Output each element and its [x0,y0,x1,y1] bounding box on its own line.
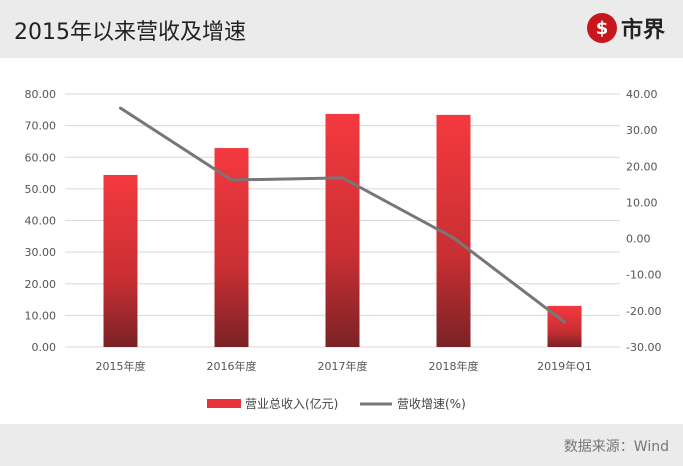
right-tick-label: -30.00 [626,341,661,354]
left-tick-label: 60.00 [25,151,57,164]
right-tick-label: 10.00 [626,196,658,209]
right-tick-label: 0.00 [626,233,651,246]
right-tick-label: -10.00 [626,269,661,282]
line-point [341,176,344,180]
right-tick-label: 30.00 [626,124,658,137]
left-tick-label: 50.00 [25,183,57,196]
left-tick-label: 30.00 [25,246,57,259]
line-point [563,320,566,324]
x-tick-label: 2015年度 [96,359,146,373]
right-tick-label: 20.00 [626,160,658,173]
right-tick-label: 40.00 [626,88,658,101]
logo: $ 市界 [586,12,665,44]
page-title: 2015年以来营收及增速 [14,20,246,45]
line-point [230,178,233,182]
right-tick-label: -20.00 [626,305,661,318]
x-tick-label: 2016年度 [207,359,257,373]
bar [325,113,360,347]
source-note: 数据来源：Wind [563,439,669,455]
logo-icon: $ [586,13,617,43]
chart: 0.00 10.00 20.00 30.00 40.00 50.00 60.00 70.00 8… [25,88,662,411]
left-tick-label: 20.00 [25,278,57,291]
bar [103,174,138,347]
legend-bar-swatch [207,399,241,408]
bar [214,148,249,347]
x-tick-label: 2019年Q1 [537,359,592,373]
header: 2015年以来营收及增速 $ 市界 [0,0,683,58]
legend-bar-label: 营业总收入(亿元) [245,396,338,411]
left-tick-label: 10.00 [25,309,57,322]
left-tick-label: 80.00 [25,88,57,101]
x-tick-label: 2017年度 [318,359,368,373]
left-tick-label: 0.00 [32,341,57,354]
footer: 数据来源：Wind [0,424,683,466]
line-point [119,106,122,110]
left-tick-label: 40.00 [25,215,57,228]
legend-line-label: 营收增速(%) [397,397,466,411]
x-tick-label: 2018年度 [429,359,479,373]
line-point [452,236,455,240]
logo-text: 市界 [620,18,665,43]
left-tick-label: 70.00 [25,120,57,133]
